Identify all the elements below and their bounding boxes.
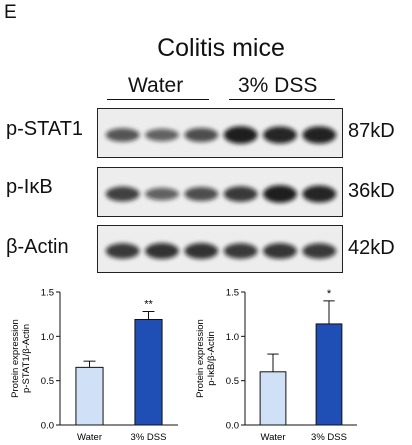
x-tick-label: Water (261, 432, 286, 443)
band-lane-2 (145, 128, 179, 142)
band-lane-2 (145, 243, 179, 259)
blot-bands-pstat1 (98, 109, 342, 157)
band-lane-2 (145, 187, 179, 201)
band-lane-1 (105, 186, 140, 202)
x-tick-label: 3% DSS (131, 432, 167, 443)
blot-size-pstat1: 87kD (348, 120, 395, 142)
band-lane-1 (105, 243, 140, 259)
y-tick-label: 1.5 (226, 288, 239, 299)
bar-water (259, 371, 287, 426)
blot-bands-pikb (98, 168, 342, 216)
bar-dss (134, 318, 163, 426)
group-line-water (107, 99, 209, 100)
band-lane-3 (184, 128, 219, 142)
significance-marker: * (327, 288, 332, 300)
figure-title: Colitis mice (157, 34, 285, 62)
blot-size-pikb: 36kD (348, 180, 395, 202)
band-lane-6 (302, 243, 337, 259)
blot-bactin (97, 225, 343, 273)
y-tick-label: 0.0 (41, 421, 54, 432)
x-tick-label: 3% DSS (311, 432, 347, 443)
band-lane-4 (223, 243, 258, 259)
y-tick-label: 0.0 (226, 421, 239, 432)
blot-label-bactin: β-Actin (6, 236, 69, 258)
y-axis-label: p-IκB/β-Actin (206, 331, 217, 386)
band-lane-5 (263, 243, 297, 259)
blot-pikb (97, 167, 343, 217)
chart-pikb: 0.0 0.5 1.0 1.5 Protein expression p-IκB/β-Ac… (195, 288, 357, 443)
y-tick-label: 0.5 (226, 376, 239, 387)
group-label-water: Water (128, 74, 184, 97)
y-axis-label: Protein expression (10, 319, 21, 398)
group-label-dss: 3% DSS (238, 74, 318, 97)
band-lane-5 (263, 185, 297, 203)
y-tick-label: 0.5 (41, 376, 54, 387)
panel-letter: E (4, 2, 17, 23)
bar-dss (315, 323, 343, 426)
y-axis-label: p-STAT1/β-Actin (21, 324, 32, 393)
chart-pstat1: 0.0 0.5 1.0 1.5 Protein expression p-STAT1/β-… (10, 288, 178, 443)
band-lane-1 (105, 128, 140, 142)
band-lane-5 (263, 126, 297, 144)
y-tick-label: 1.0 (226, 332, 239, 343)
y-tick-label: 1.0 (41, 332, 54, 343)
band-lane-3 (184, 243, 219, 259)
band-lane-3 (184, 187, 219, 201)
blot-pstat1 (97, 108, 343, 158)
y-axis-label: Protein expression (195, 319, 206, 398)
x-tick-label: Water (77, 432, 102, 443)
blot-bands-bactin (98, 226, 342, 272)
bar-water (75, 366, 104, 426)
band-lane-6 (302, 185, 337, 203)
band-lane-4 (223, 126, 258, 144)
band-lane-6 (302, 126, 337, 144)
blot-label-pstat1: p-STAT1 (6, 118, 84, 140)
group-line-dss (229, 99, 335, 100)
blot-size-bactin: 42kD (348, 237, 395, 259)
band-lane-4 (223, 186, 258, 202)
significance-marker: ** (144, 299, 153, 311)
y-tick-label: 1.5 (41, 288, 54, 299)
blot-label-pikb: p-IκB (6, 176, 53, 198)
